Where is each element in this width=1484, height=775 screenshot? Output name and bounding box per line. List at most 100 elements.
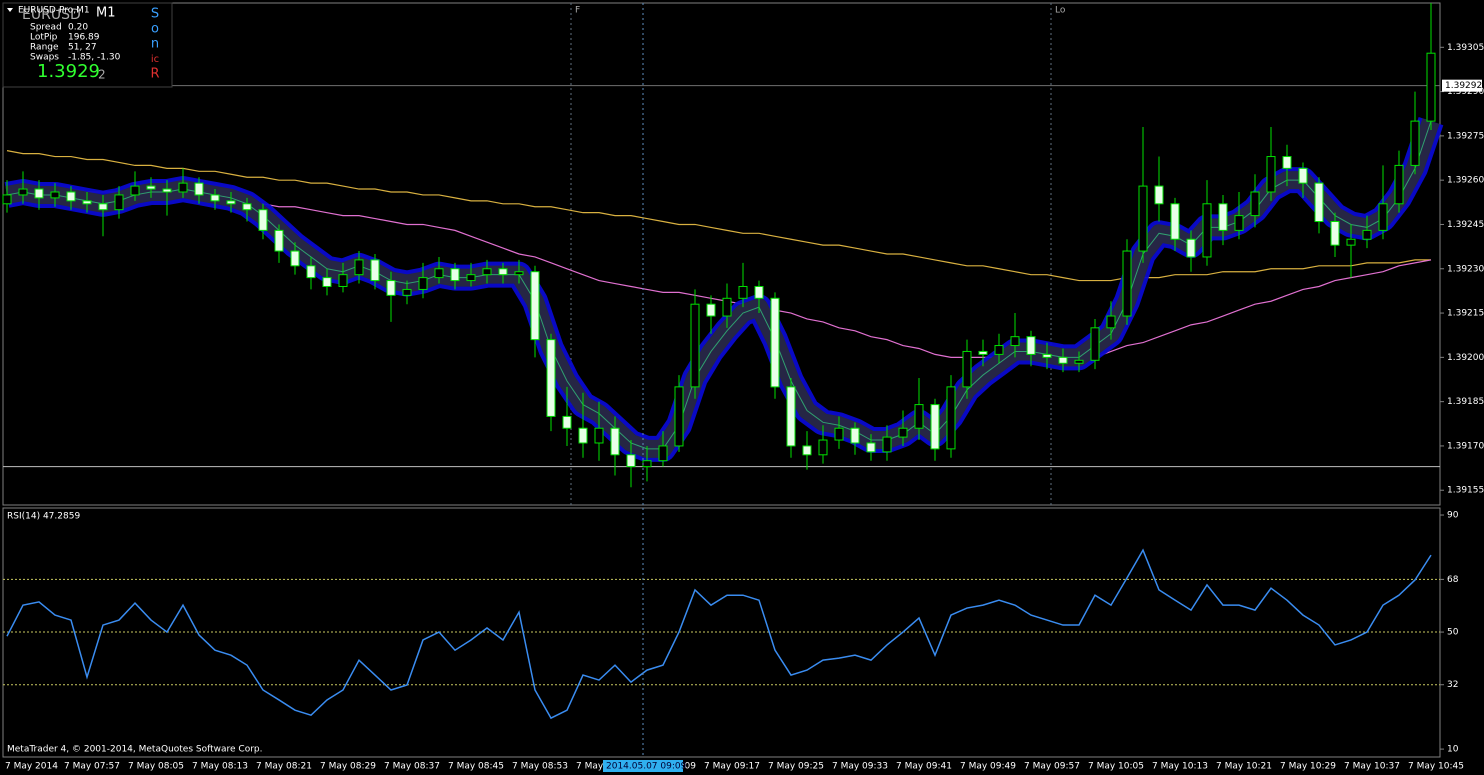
candle-body	[786, 386, 796, 447]
candle-body	[386, 280, 396, 296]
candle-body	[306, 265, 316, 279]
current-price-label: 1.39292	[1445, 81, 1482, 91]
candle-body	[370, 259, 380, 282]
y-tick-label: 50	[1447, 628, 1459, 638]
y-tick-label: 90	[1447, 511, 1459, 521]
candle-body	[850, 427, 860, 444]
candle-body	[274, 229, 284, 252]
x-tick-label: 7 May 2014	[5, 762, 58, 772]
candle-body	[1314, 182, 1324, 223]
x-tick-label: 7 May 10:45	[1408, 762, 1464, 772]
candle-body	[450, 268, 460, 282]
candle-body	[1154, 185, 1164, 205]
x-tick-label: 7 May 09:33	[832, 762, 888, 772]
info-panel	[2, 2, 173, 88]
info-key: Swaps	[30, 53, 59, 63]
candle-body	[898, 427, 908, 438]
y-tick-label: 32	[1447, 680, 1458, 690]
bid: 1.3929	[37, 61, 100, 82]
candle-body	[66, 191, 76, 202]
candle-body	[1122, 250, 1132, 317]
candle-body	[706, 303, 716, 317]
x-tick-label: 7 May 08:37	[384, 762, 440, 772]
x-tick-label: 7 May 08:05	[128, 762, 184, 772]
candle-body	[1362, 229, 1372, 240]
price-panel: 1.39305 1.39290 1.39275 1.39260 1.39245 1.392…	[2, 3, 1484, 505]
candle-body	[1106, 315, 1116, 329]
candle-body	[226, 200, 236, 205]
candle-body	[866, 442, 876, 453]
price-frame	[2, 2, 1441, 506]
candle-body	[290, 250, 300, 267]
separator-label: F	[575, 6, 580, 16]
y-tick-label: 1.39215	[1447, 309, 1484, 319]
candle-body	[562, 415, 572, 429]
candle-body	[722, 297, 732, 317]
candle-body	[930, 404, 940, 450]
brand-letter: ic	[151, 54, 159, 65]
candle-body	[354, 259, 364, 276]
current-price-box	[1442, 79, 1482, 92]
candle-body	[402, 288, 412, 296]
moving-average	[6, 150, 1431, 282]
rsi-title: RSI(14) 47.2859	[7, 512, 80, 522]
candle-body	[802, 445, 812, 456]
x-tick-label: 7 May 09:41	[896, 762, 952, 772]
x-tick-label: 7 May 07:57	[64, 762, 120, 772]
candle-body	[146, 185, 156, 190]
symbol: EURUSD-Pro,M1	[18, 6, 90, 16]
y-tick-label: 68	[1447, 575, 1459, 585]
candle-body	[610, 427, 620, 456]
separator-label: Lo	[1055, 6, 1066, 16]
x-tick-label: 7 May 09:49	[960, 762, 1016, 772]
candle-body	[546, 339, 556, 417]
candle-body	[530, 271, 540, 341]
x-tick-label: 7 May 08:13	[192, 762, 248, 772]
candle-body	[658, 445, 668, 462]
candle-body	[418, 277, 428, 290]
band-center	[6, 120, 1432, 450]
candle-body	[1202, 203, 1212, 258]
crosshair-label: 2014.05.07 09:09	[606, 762, 687, 772]
candle-body	[1170, 203, 1180, 240]
x-tick-label: 7 May 09:17	[704, 762, 760, 772]
candle-body	[1090, 327, 1100, 361]
candle-body	[338, 274, 348, 287]
candle-body	[914, 404, 924, 429]
candle-body	[738, 285, 748, 299]
candle-body	[322, 277, 332, 287]
candle-body	[1218, 203, 1228, 231]
bid-digit: 2	[98, 68, 106, 82]
overlay: EURUSD EURUSD-Pro,M1 M1 1.3929 2 Spread 0…	[2, 2, 1464, 772]
x-tick-label: 7 May 08:53	[512, 762, 568, 772]
candle-body	[642, 460, 652, 468]
y-tick-label: 1.39200	[1447, 353, 1484, 363]
info-value: 51, 27	[68, 43, 97, 53]
band-inner	[5, 118, 1440, 458]
candle-body	[194, 182, 204, 196]
candle-body	[258, 209, 268, 231]
candle-body	[1346, 238, 1356, 246]
candle-body	[1234, 215, 1244, 231]
candle-body	[18, 188, 28, 196]
x-tick-label: 7 May 09:25	[768, 762, 824, 772]
info-value: 196.89	[68, 33, 100, 43]
candle-body	[1394, 164, 1404, 205]
x-tick-label: 7 May 10:37	[1344, 762, 1400, 772]
candle-body	[674, 386, 684, 447]
candle-body	[1298, 167, 1308, 184]
candle-body	[34, 188, 44, 199]
brand-letter: S	[151, 7, 159, 22]
candle-body	[514, 271, 524, 276]
y-tick-label: 1.39230	[1447, 264, 1484, 274]
candle-body	[754, 285, 764, 299]
rsi-line	[6, 548, 1432, 720]
x-tick-label: 7 May 08:29	[320, 762, 376, 772]
candle-body	[50, 191, 60, 199]
x-tick-label: 7 May 10:05	[1088, 762, 1144, 772]
candle-body	[114, 194, 124, 211]
candle-body	[978, 350, 988, 355]
candle-body	[1042, 353, 1052, 358]
